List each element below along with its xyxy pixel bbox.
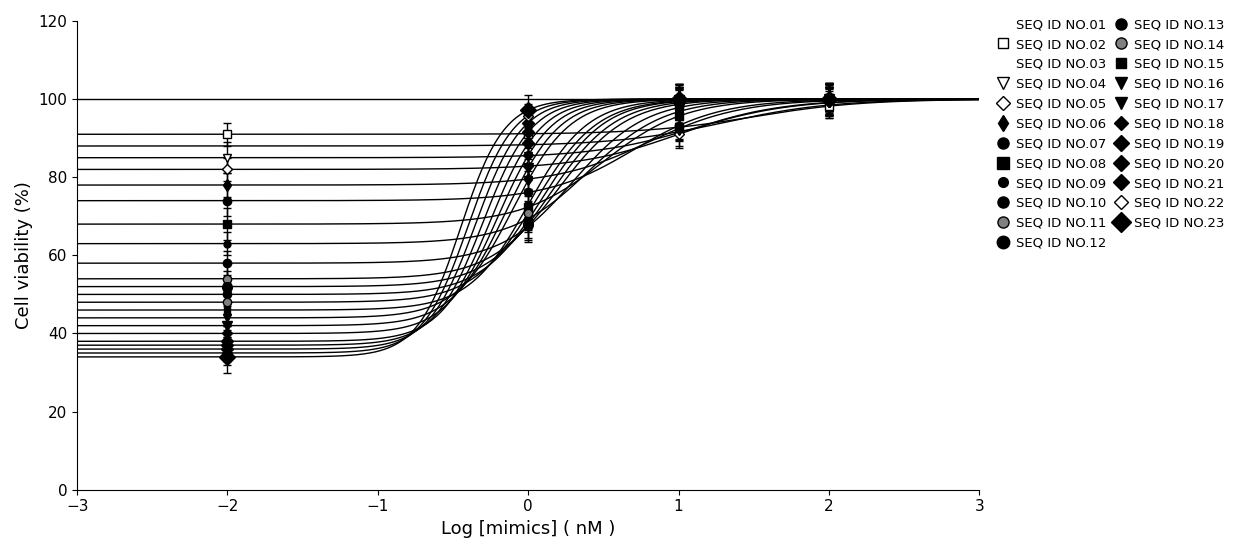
X-axis label: Log [mimics] ( nM ): Log [mimics] ( nM ) xyxy=(441,520,615,538)
Y-axis label: Cell viability (%): Cell viability (%) xyxy=(15,181,33,329)
Legend: SEQ ID NO.01, SEQ ID NO.02, SEQ ID NO.03, SEQ ID NO.04, SEQ ID NO.05, SEQ ID NO.: SEQ ID NO.01, SEQ ID NO.02, SEQ ID NO.03… xyxy=(994,18,1224,250)
